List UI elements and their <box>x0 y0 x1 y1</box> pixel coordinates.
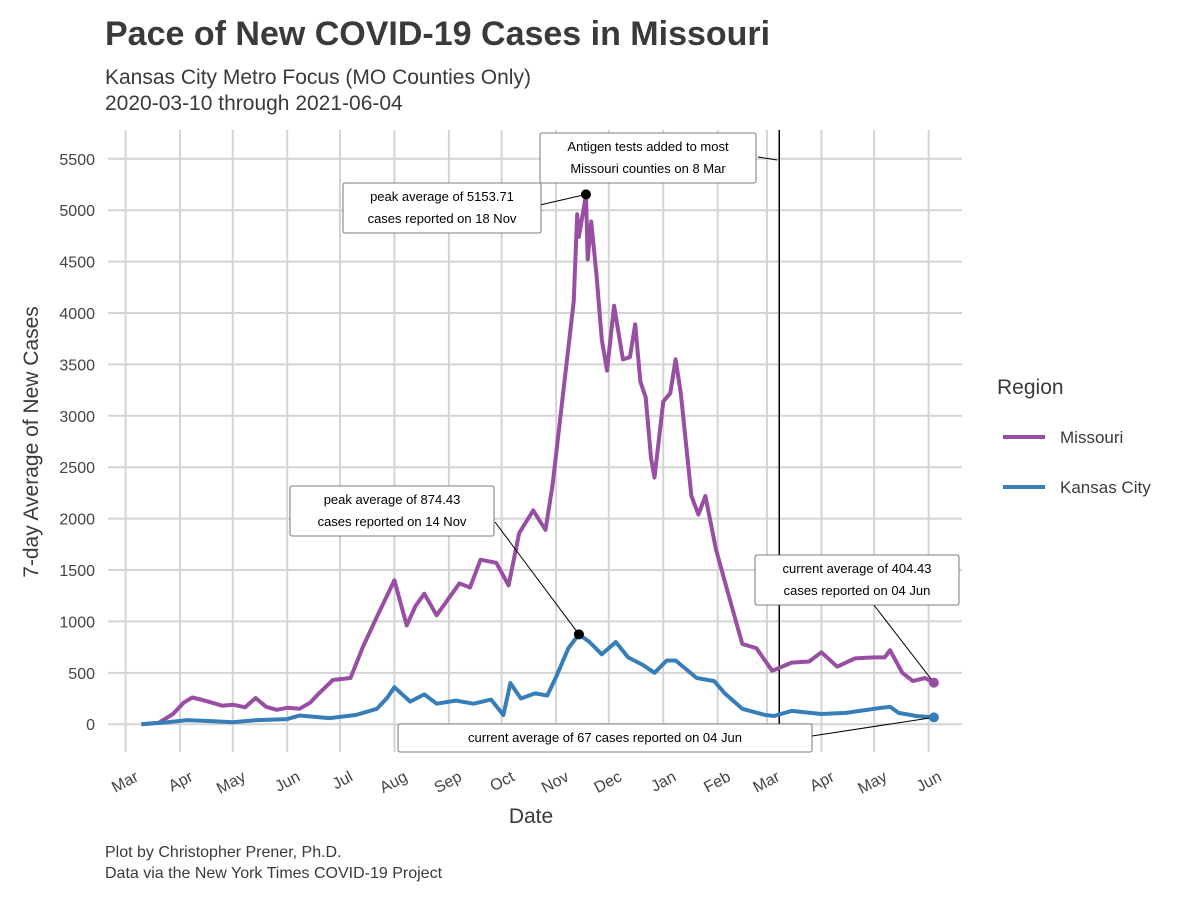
series-lines <box>141 192 935 727</box>
missouri-peak-annotation-box <box>342 182 542 234</box>
missouri-current-annotation-box <box>754 554 960 606</box>
antigen-annotation-text: Antigen tests added to most <box>567 139 729 154</box>
annotation-leader-line <box>757 156 778 161</box>
legend-title: Region <box>997 376 1064 399</box>
annotations: Antigen tests added to most Missouri coun… <box>289 132 960 753</box>
x-tick-label: Dec <box>592 769 625 797</box>
x-tick-label: Jul <box>330 769 356 794</box>
series-line-kansas-city <box>141 632 935 727</box>
series-line-missouri <box>141 192 935 727</box>
x-tick-label: May <box>214 769 249 798</box>
x-tick-label: Mar <box>109 768 142 796</box>
missouri-peak-annotation-text: peak average of 5153.71 <box>370 189 514 204</box>
y-tick-label: 4500 <box>59 255 95 272</box>
y-axis-label: 7-day Average of New Cases <box>20 306 43 578</box>
y-tick-label: 2000 <box>59 512 95 529</box>
kansas-city-peak-point <box>573 629 584 640</box>
x-tick-label: Jan <box>648 769 679 796</box>
chart-subtitle-1: Kansas City Metro Focus (MO Counties Onl… <box>105 66 531 89</box>
x-tick-label: Apr <box>807 768 838 795</box>
annotation-leader-line <box>494 521 580 635</box>
annotation-leader-line <box>869 599 935 683</box>
x-axis-label: Date <box>509 805 553 828</box>
kansas-city-peak-annotation-text: peak average of 874.43 <box>324 492 461 507</box>
missouri-peak-point <box>580 189 591 200</box>
y-tick-label: 0 <box>86 717 95 734</box>
chart-title: Pace of New COVID-19 Cases in Missouri <box>105 15 770 53</box>
x-axis-ticks: Mar Apr May Jun Jul Aug Sep Oct Nov Dec Jan Feb Mar A… <box>109 768 944 798</box>
x-tick-label: Apr <box>166 768 197 795</box>
y-tick-label: 1500 <box>59 563 95 580</box>
antigen-annotation-text: Missouri counties on 8 Mar <box>570 161 726 176</box>
kansas-city-current-point <box>928 712 939 723</box>
x-tick-label: May <box>855 769 890 798</box>
x-tick-label: Aug <box>377 769 410 797</box>
caption-author: Plot by Christopher Prener, Ph.D. <box>105 844 342 861</box>
kansas-city-peak-annotation-box <box>289 485 495 537</box>
kansas-city-current-annotation-text: current average of 67 cases reported on … <box>468 730 742 745</box>
y-tick-label: 3000 <box>59 409 95 426</box>
y-tick-label: 5500 <box>59 152 95 169</box>
y-tick-label: 4000 <box>59 306 95 323</box>
y-tick-label: 500 <box>68 666 95 683</box>
kansas-city-current-annotation-box <box>397 723 813 753</box>
annotation-leader-line <box>811 716 934 737</box>
kansas-city-peak-annotation-text: cases reported on 14 Nov <box>318 514 467 529</box>
missouri-current-annotation-text: current average of 404.43 <box>783 561 932 576</box>
annotation-leader-line <box>539 193 587 206</box>
y-tick-label: 2500 <box>59 460 95 477</box>
x-tick-label: Feb <box>701 768 733 796</box>
legend-label-kansas-city: Kansas City <box>1060 478 1151 497</box>
y-tick-label: 1000 <box>59 614 95 631</box>
chart-subtitle-2: 2020-03-10 through 2021-06-04 <box>105 92 403 115</box>
legend-label-missouri: Missouri <box>1060 428 1123 447</box>
x-tick-label: Nov <box>539 769 572 797</box>
x-tick-label: Oct <box>488 768 518 795</box>
missouri-current-annotation-text: cases reported on 04 Jun <box>784 583 931 598</box>
x-tick-label: Jun <box>914 769 945 796</box>
y-tick-label: 3500 <box>59 357 95 374</box>
legend: Region Missouri Kansas City <box>997 376 1151 497</box>
x-tick-label: Mar <box>751 768 784 796</box>
missouri-current-point <box>928 677 939 688</box>
gridlines <box>108 130 962 752</box>
caption-source: Data via the New York Times COVID-19 Pro… <box>105 865 443 882</box>
y-axis-ticks: 0 500 1000 1500 2000 2500 3000 3500 4000 4500 5000… <box>59 152 95 734</box>
x-tick-label: Jun <box>272 769 303 796</box>
antigen-annotation-box <box>539 132 757 184</box>
missouri-peak-annotation-text: cases reported on 18 Nov <box>368 211 517 226</box>
x-tick-label: Sep <box>432 768 465 796</box>
y-tick-label: 5000 <box>59 203 95 220</box>
